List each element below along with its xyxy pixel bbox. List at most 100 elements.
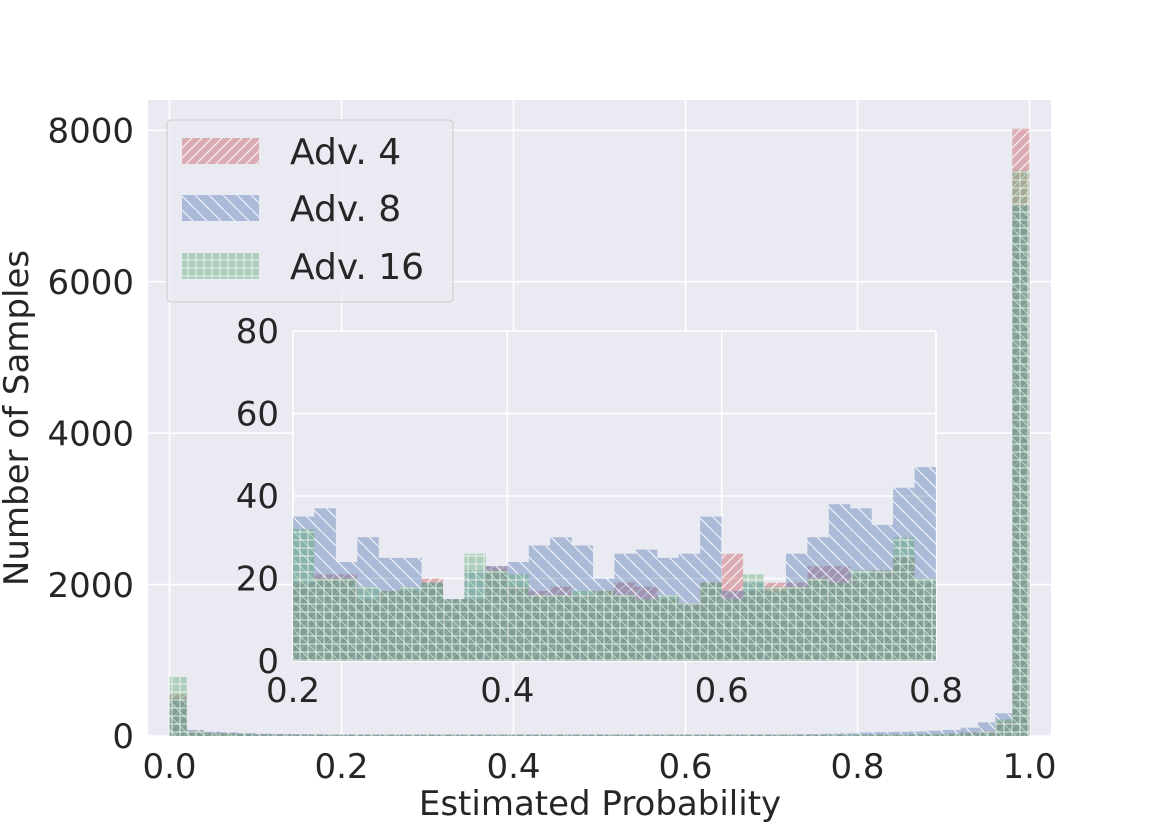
inset-bar-hatch-adv16 xyxy=(678,603,701,661)
inset-bar-hatch-adv16 xyxy=(614,595,636,661)
inset-x-tick-labels: 0.2 0.4 0.6 0.8 xyxy=(266,671,963,711)
main-y-tick-labels: 0 2000 4000 6000 8000 xyxy=(47,112,134,758)
main-bar-hatch-adv16 xyxy=(203,732,222,736)
main-bar-hatch-adv16 xyxy=(840,734,858,736)
main-x-tick-label: 0.8 xyxy=(830,747,884,787)
main-bar-hatch-adv16 xyxy=(358,734,376,736)
main-y-tick-label: 2000 xyxy=(47,566,134,606)
main-y-tick-label: 6000 xyxy=(47,263,134,303)
inset-bar-hatch-adv16 xyxy=(443,599,465,661)
main-bar-hatch-adv16 xyxy=(410,734,428,736)
main-x-tick-labels: 0.0 0.2 0.4 0.6 0.8 1.0 xyxy=(142,747,1056,787)
main-bars xyxy=(169,128,1030,736)
main-bar-hatch-adv16 xyxy=(651,734,669,736)
inset-bar-hatch-adv16 xyxy=(485,570,508,661)
main-bar-hatch-adv16 xyxy=(479,734,497,736)
inset-bar-hatch-adv16 xyxy=(335,578,358,661)
main-x-tick-label: 0.6 xyxy=(658,747,712,787)
main-bar-hatch-adv8 xyxy=(909,731,927,736)
main-bar-hatch-adv16 xyxy=(582,734,600,736)
inset-bar-hatch-adv16 xyxy=(507,574,529,661)
main-bar-hatch-adv16 xyxy=(169,676,187,736)
main-bar-hatch-adv16 xyxy=(719,734,738,736)
main-bar-hatch-adv16 xyxy=(857,734,875,736)
main-bar-hatch-adv16 xyxy=(444,734,462,736)
main-bar-hatch-adv16 xyxy=(926,734,944,736)
main-bar-hatch-adv16 xyxy=(565,734,583,736)
inset-y-tick-label: 60 xyxy=(236,395,279,435)
inset-bar-hatch-adv16 xyxy=(871,570,894,661)
inset-bar-hatch-adv16 xyxy=(893,537,915,661)
main-bar-hatch-adv16 xyxy=(771,734,789,736)
main-x-tick-label: 1.0 xyxy=(1002,747,1056,787)
main-bar-hatch-adv16 xyxy=(393,734,411,736)
legend-label-adv4: Adv. 4 xyxy=(290,132,401,173)
main-bar-hatch-adv16 xyxy=(909,734,927,736)
legend: Adv. 4 Adv. 8 Adv. 16 xyxy=(166,119,454,303)
main-bar-hatch-adv16 xyxy=(891,734,910,736)
y-axis-label: Number of Samples xyxy=(0,250,37,586)
main-bar-hatch-adv16 xyxy=(754,734,772,736)
main-bar-hatch-adv8 xyxy=(943,729,961,736)
main-bar-hatch-adv16 xyxy=(599,734,617,736)
main-bar-hatch-adv16 xyxy=(289,734,308,736)
main-bar-hatch-adv16 xyxy=(805,734,824,736)
main-bar-hatch-adv16 xyxy=(427,734,445,736)
main-x-tick-label: 0.4 xyxy=(486,747,540,787)
main-bar-hatch-adv16 xyxy=(341,734,359,736)
inset-y-tick-labels: 0 20 40 60 80 xyxy=(236,312,279,682)
main-bar-hatch-adv16 xyxy=(547,734,566,736)
main-bar-hatch-adv16 xyxy=(960,732,978,736)
legend-swatch-hatch-adv8 xyxy=(182,195,259,221)
main-x-tick-label: 0.2 xyxy=(314,747,368,787)
main-bar-hatch-adv8 xyxy=(891,731,910,736)
inset-x-tick-label: 0.8 xyxy=(909,671,963,711)
inset-bar-hatch-adv16 xyxy=(764,586,786,661)
inset-y-tick-label: 0 xyxy=(257,642,279,682)
legend-label-adv16: Adv. 16 xyxy=(290,247,424,288)
x-axis-label: Estimated Probability xyxy=(419,784,781,824)
main-bar-hatch-adv16 xyxy=(530,734,548,736)
inset-bar-hatch-adv16 xyxy=(850,570,872,661)
main-bar-hatch-adv16 xyxy=(702,734,720,736)
inset-bar-hatch-adv16 xyxy=(378,590,401,661)
inset-bar-hatch-adv16 xyxy=(914,578,936,661)
main-bar-hatch-adv16 xyxy=(685,734,703,736)
legend-entry-adv8: Adv. 8 xyxy=(182,189,401,230)
inset-bar-hatch-adv16 xyxy=(357,586,379,661)
main-bar-hatch-adv16 xyxy=(496,734,514,736)
inset-bar-hatch-adv16 xyxy=(464,553,486,661)
inset-bar-hatch-adv16 xyxy=(785,586,808,661)
main-bar-hatch-adv16 xyxy=(616,734,634,736)
main-bar-hatch-adv8 xyxy=(960,727,978,736)
main-bar-hatch-adv16 xyxy=(238,733,256,736)
inset-bar-hatch-adv16 xyxy=(657,595,679,661)
main-bar-hatch-adv16 xyxy=(307,734,325,736)
main-bar-hatch-adv16 xyxy=(513,734,531,736)
inset-x-tick-label: 0.2 xyxy=(266,671,320,711)
main-bar-hatch-adv16 xyxy=(1012,170,1030,736)
inset-bars xyxy=(293,467,936,661)
inset-y-tick-label: 40 xyxy=(236,477,279,517)
inset-bar-hatch-adv16 xyxy=(635,599,658,661)
inset-bar-hatch-adv16 xyxy=(593,590,615,661)
main-bar-hatch-adv16 xyxy=(874,734,892,736)
main-bar-hatch-adv16 xyxy=(668,734,686,736)
main-bar-hatch-adv16 xyxy=(823,734,841,736)
main-bar-hatch-adv16 xyxy=(995,719,1013,736)
inset-bar-hatch-adv16 xyxy=(700,582,722,661)
inset-bar-hatch-adv16 xyxy=(743,574,765,661)
legend-swatch-hatch-adv4 xyxy=(182,138,259,164)
main-bar-hatch-adv16 xyxy=(977,731,996,736)
legend-swatch-hatch-adv16 xyxy=(182,253,259,279)
main-bar-hatch-adv16 xyxy=(943,733,961,736)
main-x-tick-label: 0.0 xyxy=(142,747,196,787)
inset-bar-hatch-adv16 xyxy=(400,586,422,661)
inset-x-tick-label: 0.6 xyxy=(695,671,749,711)
inset-y-tick-label: 20 xyxy=(236,560,279,600)
main-bar-hatch-adv16 xyxy=(788,734,806,736)
main-bar-hatch-adv16 xyxy=(272,734,290,736)
inset-bar-hatch-adv16 xyxy=(550,595,572,661)
main-series-adv16 xyxy=(169,170,1030,736)
